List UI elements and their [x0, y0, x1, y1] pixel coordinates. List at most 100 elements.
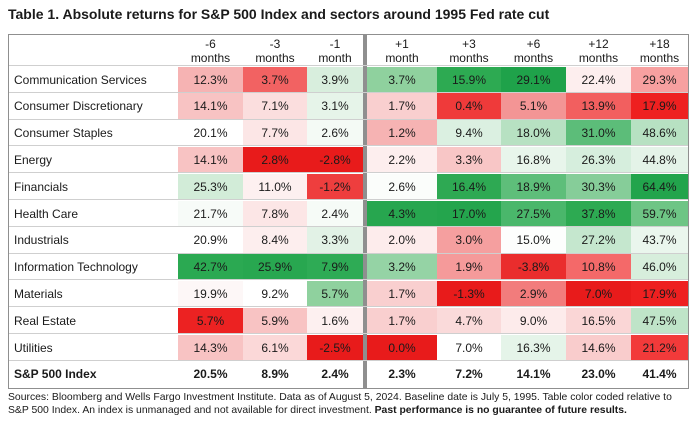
return-cell: 12.3%: [178, 66, 243, 93]
return-cell: 17.9%: [631, 93, 688, 120]
return-cell: 8.4%: [243, 227, 307, 254]
return-cell: 3.3%: [307, 227, 363, 254]
return-cell: 25.9%: [243, 254, 307, 281]
return-cell: 7.7%: [243, 120, 307, 147]
return-cell: 37.8%: [566, 200, 631, 227]
column-header-period: +18: [649, 37, 670, 51]
return-cell: -2.8%: [307, 146, 363, 173]
return-cell: 5.9%: [243, 307, 307, 334]
sector-label: Consumer Discretionary: [14, 99, 143, 114]
column-header-unit: months: [578, 51, 619, 65]
column-header-period: +6: [526, 37, 541, 51]
return-cell: 21.7%: [178, 200, 243, 227]
return-cell: 2.2%: [367, 146, 437, 173]
return-cell: 2.0%: [367, 227, 437, 254]
column-header-unit: months: [513, 51, 554, 65]
return-cell: 1.7%: [367, 280, 437, 307]
sector-label: Materials: [14, 286, 63, 301]
return-cell: 10.8%: [566, 254, 631, 281]
source-text: Sources: Bloomberg and Wells Fargo Inves…: [8, 392, 672, 416]
column-header-unit: month: [385, 51, 419, 65]
return-cell: -2.5%: [307, 334, 363, 361]
row-separator: [9, 172, 688, 174]
return-cell: 1.7%: [367, 93, 437, 120]
return-cell: 19.9%: [178, 280, 243, 307]
column-header-period: -3: [269, 37, 281, 51]
index-return-cell: 23.0%: [581, 367, 616, 382]
sector-label: Health Care: [14, 206, 79, 221]
return-cell: 13.9%: [566, 93, 631, 120]
return-cell: 18.9%: [501, 173, 566, 200]
return-cell: 4.3%: [367, 200, 437, 227]
return-cell: 18.0%: [501, 120, 566, 147]
return-cell: 1.2%: [367, 120, 437, 147]
column-header-unit: months: [255, 51, 295, 65]
return-cell: 1.7%: [367, 307, 437, 334]
row-separator: [9, 199, 688, 200]
return-cell: 29.1%: [501, 66, 566, 93]
row-separator: [9, 306, 688, 308]
return-cell: 3.2%: [367, 254, 437, 281]
return-cell: 43.7%: [631, 227, 688, 254]
column-header: +3 months: [437, 35, 501, 65]
return-cell: 3.0%: [437, 227, 501, 254]
return-cell: 11.0%: [243, 173, 307, 200]
column-header-period: -6: [205, 37, 216, 51]
column-header: -1 month: [307, 35, 363, 65]
column-header-period: +3: [462, 37, 476, 51]
return-cell: 3.9%: [307, 66, 363, 93]
return-cell: 3.7%: [367, 66, 437, 93]
column-header: +12 months: [566, 35, 631, 65]
sector-label: Information Technology: [14, 260, 138, 275]
return-cell: 47.5%: [631, 307, 688, 334]
return-cell: 2.6%: [367, 173, 437, 200]
sector-label: Industrials: [14, 233, 69, 248]
column-header: +18 months: [631, 35, 688, 65]
return-cell: 42.7%: [178, 254, 243, 281]
return-cell: 20.1%: [178, 120, 243, 147]
return-cell: -3.8%: [501, 254, 566, 281]
returns-table: -6 months -3 months -1 month +1 month +3 months +6…: [8, 34, 689, 389]
index-return-cell: 8.9%: [261, 367, 289, 382]
return-cell: 17.9%: [631, 280, 688, 307]
return-cell: 7.0%: [437, 334, 501, 361]
index-return-cell: 14.1%: [516, 367, 551, 382]
return-cell: 31.0%: [566, 120, 631, 147]
return-cell: 46.0%: [631, 254, 688, 281]
return-cell: 7.1%: [243, 93, 307, 120]
return-cell: 7.8%: [243, 200, 307, 227]
return-cell: 27.2%: [566, 227, 631, 254]
sector-label: Financials: [14, 179, 69, 194]
return-cell: 3.1%: [307, 93, 363, 120]
return-cell: 0.4%: [437, 93, 501, 120]
return-cell: 4.7%: [437, 307, 501, 334]
return-cell: 48.6%: [631, 120, 688, 147]
return-cell: 22.4%: [566, 66, 631, 93]
row-separator: [9, 145, 688, 147]
column-header: +1 month: [367, 35, 437, 65]
index-return-cell: 41.4%: [642, 367, 677, 382]
return-cell: 2.9%: [501, 280, 566, 307]
return-cell: 5.1%: [501, 93, 566, 120]
column-header-unit: months: [190, 51, 231, 65]
return-cell: 64.4%: [631, 173, 688, 200]
column-header-unit: months: [639, 51, 680, 65]
column-header: +6 months: [501, 35, 566, 65]
row-separator: [9, 118, 688, 120]
row-separator: [9, 359, 688, 361]
return-cell: 2.4%: [307, 200, 363, 227]
return-cell: -1.3%: [437, 280, 501, 307]
return-cell: 27.5%: [501, 200, 566, 227]
return-cell: 9.2%: [243, 280, 307, 307]
index-return-cell: 20.5%: [193, 367, 228, 382]
return-cell: 21.2%: [631, 334, 688, 361]
row-separator: [9, 252, 688, 254]
index-return-cell: 2.3%: [388, 367, 416, 382]
row-separator: [9, 333, 688, 334]
disclaimer-text: Past performance is no guarantee of futu…: [374, 405, 627, 416]
index-return-cell: 2.4%: [321, 367, 349, 382]
column-header: -3 months: [243, 35, 307, 65]
return-cell: 44.8%: [631, 146, 688, 173]
row-separator: [9, 65, 688, 66]
return-cell: 16.3%: [501, 334, 566, 361]
